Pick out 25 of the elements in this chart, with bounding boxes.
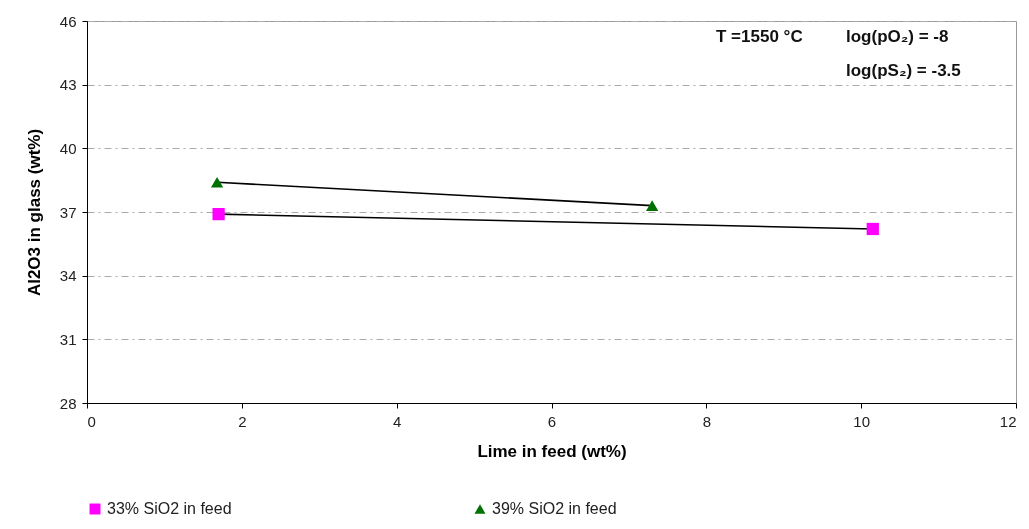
x-tick-label: 0 [87,412,96,430]
annotation: log(pO₂) = -8 [846,27,949,46]
point [646,200,659,211]
x-tick-label: 4 [392,412,402,430]
annotation: log(pS₂) = -3.5 [846,61,961,80]
x-tick-label: 6 [547,412,557,430]
y-tick-label: 40 [59,139,77,157]
x-tick-label: 8 [702,412,712,430]
legend-label: 33% SiO2 in feed [107,500,232,517]
y-tick-label: 28 [59,394,77,412]
legend-label: 39% SiO2 in feed [492,500,617,517]
y-tick-label: 46 [59,12,77,30]
y-axis-title: Al2O3 in glass (wt%) [24,128,44,297]
y-tick-label: 37 [59,203,77,221]
x-tick-label: 12 [999,412,1017,430]
x-axis-title: Lime in feed (wt%) [477,441,627,461]
point [210,176,224,188]
x-tick-label: 2 [238,412,247,430]
point [212,208,225,221]
point [866,222,879,236]
annotation: T =1550 °C [716,27,803,46]
x-tick-label: 10 [853,412,871,430]
y-tick-label: 34 [59,267,77,285]
y-tick-label: 31 [59,330,77,348]
y-tick-label: 43 [59,76,77,94]
